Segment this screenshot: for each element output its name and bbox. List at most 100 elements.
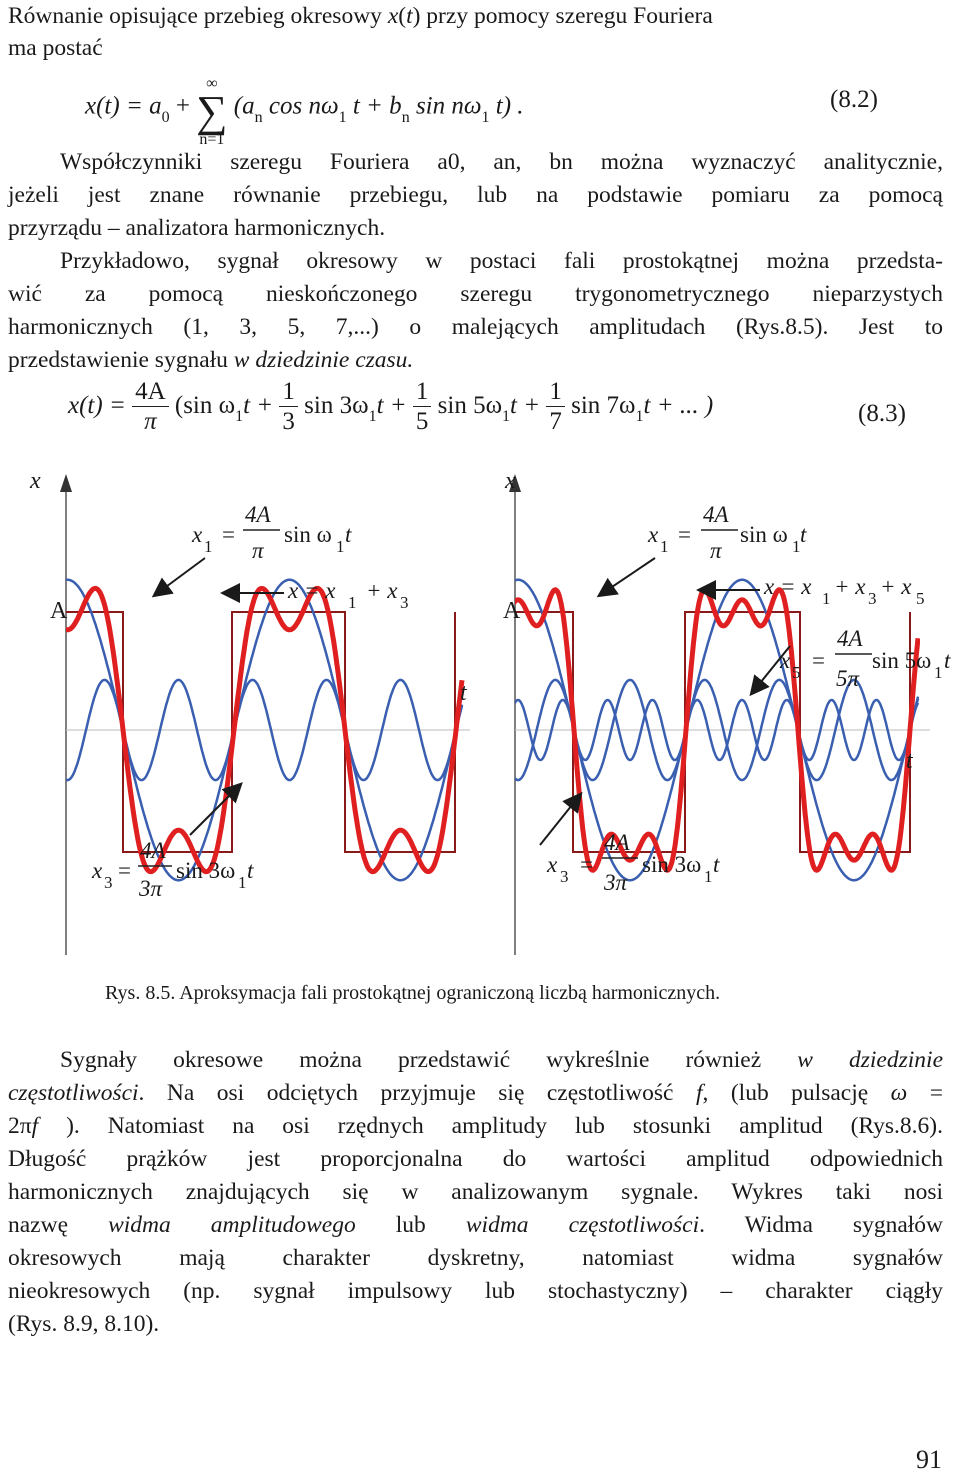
svg-text:π: π [252,538,265,563]
svg-text:1: 1 [822,589,831,608]
svg-text:t: t [800,522,807,547]
left-axis-x-label: x [29,468,41,494]
svg-text:t: t [247,858,254,883]
right-axis-t-label: t [906,748,914,774]
right-fifth-harmonic-curve [515,698,920,762]
svg-text:4A: 4A [604,830,631,855]
sum-symbol: ∞ ∑ n=1 [196,75,228,148]
svg-text:5: 5 [792,663,801,682]
svg-text:π: π [710,538,723,563]
svg-text:=: = [222,522,235,547]
right-amplitude-label: A [503,598,521,624]
example-line-4: przedstawienie sygnału w dziedzinie czas… [8,347,414,373]
figure-caption: Rys. 8.5. Aproksymacja fali prostokątnej… [105,982,721,1004]
svg-text:1: 1 [704,867,713,886]
right-panel: x A x 1 = 4A π sin ω 1 t x = x 1 + x 3 +… [503,468,951,955]
freq-line-2: częstotliwości. Na osi odciętych przyjmu… [8,1080,943,1106]
equation-number-8-2: (8.2) [830,86,878,113]
svg-text:=: = [580,852,593,877]
equation-8-2: x(t) = a0 + ∞ ∑ n=1 (an cos nω1 t + bn s… [85,75,524,148]
freq-line-9: (Rys. 8.9, 8.10). [8,1311,160,1337]
left-sum-curve [66,585,465,875]
page-number: 91 [916,1445,942,1474]
left-amplitude-label: A [50,598,68,624]
svg-text:4A: 4A [837,626,864,651]
svg-text:1: 1 [792,537,801,556]
left-sum-formula: x = x 1 + x 3 [287,578,409,612]
svg-text:sin 3ω: sin 3ω [642,852,701,877]
right-x5-pointer-arrow [749,645,791,697]
svg-text:x: x [647,522,659,547]
svg-text:sin 5ω: sin 5ω [872,648,931,673]
freq-line-6: nazwę widma amplitudowego lub widma częs… [8,1212,943,1238]
svg-text:x: x [91,858,103,883]
example-line-3: harmonicznych (1, 3, 5, 7,...) o malejąc… [8,314,943,340]
svg-text:x: x [779,648,791,673]
svg-text:1: 1 [934,663,943,682]
svg-text:5π: 5π [836,666,861,691]
right-sum-formula: x = x 1 + x 3 + x 5 [763,574,925,608]
svg-text:sin ω: sin ω [740,522,788,547]
freq-line-4: Długość prążków jest proporcjonalna do w… [8,1146,943,1172]
svg-text:sin 3ω: sin 3ω [176,858,235,883]
equation-number-8-3: (8.3) [858,400,906,427]
svg-text:t: t [944,648,951,673]
intro-line-1: Równanie opisujące przebieg okresowy x(t… [8,3,713,29]
example-line-1: Przykładowo, sygnał okresowy w postaci f… [60,248,943,274]
svg-text:x = x: x = x [287,578,336,603]
svg-text:1: 1 [336,537,345,556]
left-x1-pointer-arrow [151,557,206,598]
right-x5-formula: x 5 = 4A 5π sin 5ω 1 t [779,626,951,691]
svg-text:1: 1 [348,593,357,612]
freq-line-1: Sygnały okresowe można przedstawić wykre… [60,1047,943,1073]
svg-text:1: 1 [238,873,247,892]
svg-text:=: = [118,858,131,883]
svg-text:3: 3 [560,867,569,886]
left-x-axis-arrow-icon [60,474,72,492]
right-x1-formula: x 1 = 4A π sin ω 1 t [647,502,807,563]
coeff-line-3: przyrządu – analizatora harmonicznych. [8,215,386,241]
svg-text:+ x: + x [880,574,912,599]
svg-text:3π: 3π [138,876,164,901]
coeff-line-1: Współczynniki szeregu Fouriera a0, an, b… [60,149,943,175]
svg-text:=: = [812,648,825,673]
svg-text:5: 5 [916,589,925,608]
svg-text:3: 3 [868,589,877,608]
svg-text:x: x [546,852,558,877]
right-x1-pointer-arrow [596,557,656,598]
right-x3-formula: x 3 = 4A 3π sin 3ω 1 t [546,830,720,895]
intro-line-2: ma postać [8,35,103,61]
svg-text:3: 3 [400,593,409,612]
figure-8-5: x A x 1 = 4A π sin ω 1 t x = x 1 + x 3 t… [29,468,951,955]
freq-line-7: okresowych mają charakter dyskretny, nat… [8,1245,943,1271]
svg-text:t: t [713,852,720,877]
left-square-wave [66,611,456,853]
svg-text:x: x [191,522,203,547]
freq-line-5: harmonicznych znajdujących się w analizo… [8,1179,943,1205]
left-x3-formula: x 3 = 4A 3π sin 3ω 1 t [91,838,254,901]
left-axis-t-label: t [460,680,468,706]
left-panel: x A x 1 = 4A π sin ω 1 t x = x 1 + x 3 t… [29,468,470,955]
svg-text:=: = [678,522,691,547]
svg-text:1: 1 [204,537,213,556]
freq-line-3: 2πf ). Natomiast na osi rzędnych amplitu… [8,1113,943,1139]
svg-text:3π: 3π [603,870,629,895]
right-x-axis-arrow-icon [509,474,521,492]
right-sum-curve [515,587,920,873]
svg-text:+ x: + x [366,578,398,603]
example-line-2: wić za pomocą nieskończonego szeregu try… [8,281,943,307]
svg-text:t: t [345,522,352,547]
svg-text:3: 3 [104,873,113,892]
svg-text:4A: 4A [140,838,167,863]
svg-text:x = x: x = x [763,574,812,599]
left-x3-pointer-arrow [189,782,243,836]
svg-text:4A: 4A [703,502,730,527]
svg-text:4A: 4A [245,502,272,527]
right-x3-pointer-arrow [539,791,583,846]
right-axis-x-label: x [504,468,516,494]
svg-text:+ x: + x [834,574,866,599]
coeff-line-2: jeżeli jest znane równanie przebiegu, lu… [8,182,943,208]
svg-text:sin ω: sin ω [284,522,332,547]
svg-text:1: 1 [660,537,669,556]
